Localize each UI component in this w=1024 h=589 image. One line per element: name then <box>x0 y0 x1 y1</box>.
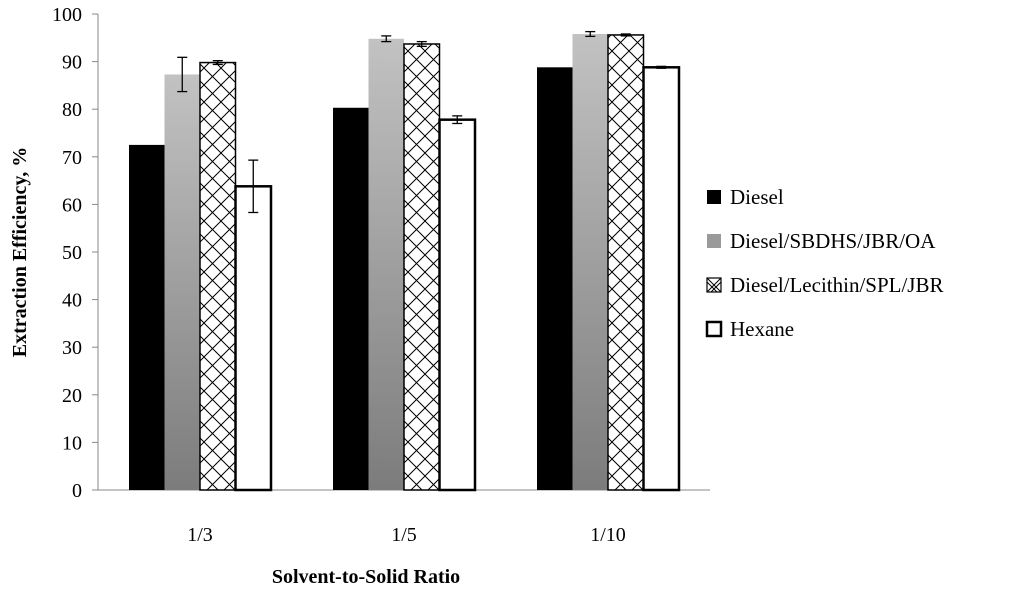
y-tick-label: 30 <box>62 337 82 359</box>
legend-label: Diesel/Lecithin/SPL/JBR <box>730 273 944 297</box>
legend-swatch-hexane <box>705 320 723 338</box>
y-tick-label: 60 <box>62 194 82 216</box>
legend-swatch-diesel-sbdhs-jbr-oa <box>707 234 721 248</box>
bar-diesel-lecithin-spl-jbr-2 <box>607 34 645 491</box>
y-ticks: 0 10 20 30 40 50 60 70 80 90 100 <box>52 4 98 502</box>
legend-label: Diesel <box>730 185 784 209</box>
y-tick-label: 100 <box>52 4 82 26</box>
y-tick-label: 50 <box>62 242 82 264</box>
x-ticks: 1/3 1/5 1/10 <box>187 524 626 546</box>
legend-swatch-diesel <box>707 190 721 204</box>
bar-diesel-1 <box>333 107 369 490</box>
legend-label: Diesel/SBDHS/JBR/OA <box>730 229 936 253</box>
x-axis-title: Solvent-to-Solid Ratio <box>272 566 460 588</box>
bar-diesel-2 <box>537 67 573 490</box>
y-axis-title: Extraction Efficiency, % <box>9 147 31 358</box>
bar-diesel-lecithin-spl-jbr-1 <box>403 43 441 491</box>
x-tick-label: 1/3 <box>187 524 213 546</box>
y-tick-label: 40 <box>62 290 82 312</box>
y-tick-label: 20 <box>62 385 82 407</box>
bar-diesel-0 <box>129 144 165 490</box>
x-tick-label: 1/10 <box>590 524 626 546</box>
x-tick-label: 1/5 <box>391 524 417 546</box>
y-tick-label: 10 <box>62 432 82 454</box>
y-tick-label: 90 <box>62 52 82 74</box>
bar-diesel-lecithin-spl-jbr-0 <box>199 61 237 491</box>
bars <box>129 30 681 492</box>
bar-hexane-0 <box>234 185 273 492</box>
bar-diesel-sbdhs-jbr-oa-2 <box>572 33 608 490</box>
y-tick-label: 0 <box>72 480 82 502</box>
bar-diesel-sbdhs-jbr-oa-1 <box>368 38 404 490</box>
legend-hatch-lines <box>706 277 722 293</box>
y-tick-label: 80 <box>62 99 82 121</box>
legend-label: Hexane <box>730 317 794 341</box>
legend: Diesel Diesel/SBDHS/JBR/OA Diesel/Lecithin… <box>705 185 944 341</box>
bar-hexane-1 <box>438 118 477 492</box>
y-tick-label: 70 <box>62 147 82 169</box>
bar-hexane-2 <box>642 66 681 492</box>
bar-diesel-sbdhs-jbr-oa-0 <box>164 74 200 491</box>
